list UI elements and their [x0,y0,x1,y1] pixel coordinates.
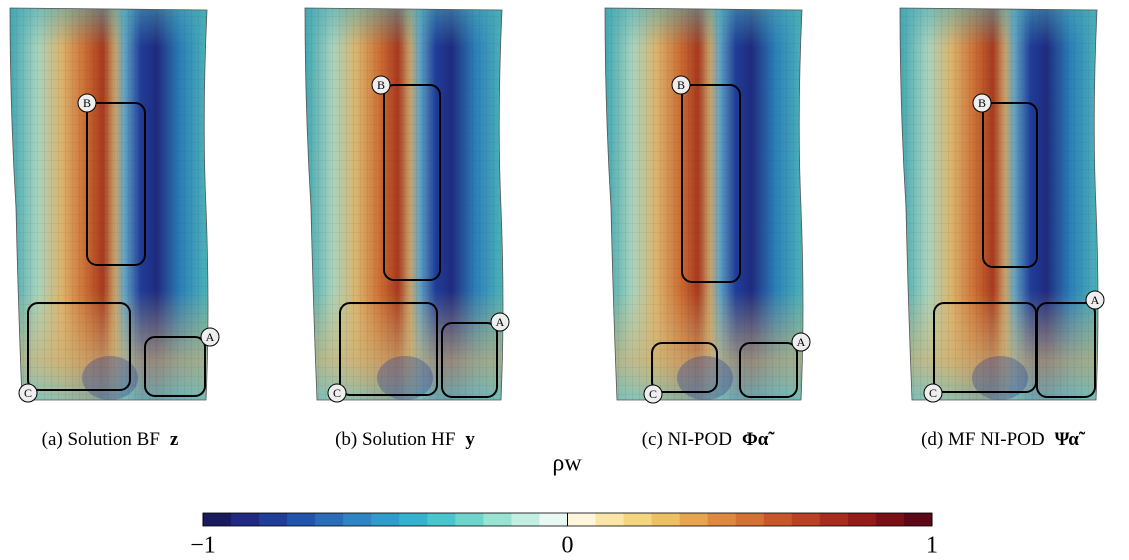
colorbar-segment [567,513,597,526]
panel: A B C (d) MF NI-POD Ψα̃ [900,8,1105,450]
caption: (d) MF NI-POD Ψα̃ [921,429,1086,450]
region-marker [1085,290,1105,310]
region-label: C [333,386,341,400]
colorbar-segment [707,513,737,526]
caption-text: (a) Solution BF [42,429,160,450]
colorbar-segment [343,513,372,526]
region-box [144,336,206,397]
caption-symbol: y [465,429,475,450]
region-label: C [929,386,937,400]
colorbar-segment [371,513,400,526]
region-box [383,84,441,281]
colorbar-label: ρw [552,451,582,477]
region-box [339,302,438,396]
region-marker [18,383,38,403]
region-marker [972,93,992,113]
region-box [933,302,1037,393]
colorbar-segment [455,513,484,526]
colorbar-segment [287,513,316,526]
field-plot [900,8,1098,400]
colorbar-segment [315,513,344,526]
region-label: A [496,315,505,329]
region-label: B [377,78,385,92]
panel: A B C (a) Solution BF z [10,8,220,450]
colorbar-segment [595,513,625,526]
region-label: C [24,386,32,400]
colorbar-tick-label: 0 [562,533,574,559]
colorbar-segment [903,513,933,526]
colorbar-tick-label: 1 [926,533,938,559]
colorbar-segment [623,513,653,526]
colorbar-segment [231,513,260,526]
region-label: A [1091,293,1100,307]
caption: (c) NI-POD Φα̃ [642,429,776,450]
field-plot [605,8,803,400]
caption: (a) Solution BF z [42,429,179,450]
colorbar-segment [399,513,428,526]
caption-text: (b) Solution HF [335,429,455,450]
region-marker [327,383,347,403]
colorbar-segment [651,513,681,526]
region-marker [200,327,220,347]
colorbar-segment [539,513,568,526]
colorbar-segment [763,513,793,526]
region-box [739,342,798,398]
colorbar-segment [483,513,512,526]
region-label: A [797,335,806,349]
region-marker [671,75,691,95]
caption-text: (d) MF NI-POD [921,429,1045,450]
region-marker [77,93,97,113]
colorbar-segment [259,513,288,526]
region-label: B [978,96,986,110]
region-label: B [677,78,685,92]
caption: (b) Solution HF y [335,429,475,450]
colorbar-segment [679,513,709,526]
region-label: A [206,330,215,344]
field-plot [305,8,503,400]
region-box [441,322,498,398]
colorbar-segment [203,513,232,526]
region-box [27,302,131,391]
region-label: B [83,96,91,110]
region-box [681,84,741,283]
region-box [86,102,146,266]
region-label: C [649,387,657,401]
panel: A B C (c) NI-POD Φα̃ [605,8,811,450]
panel: A B C (b) Solution HF y [305,8,510,450]
region-marker [371,75,391,95]
colorbar-segment [819,513,849,526]
region-box [982,102,1038,268]
region-marker [643,384,663,404]
colorbar-segment [427,513,456,526]
caption-text: (c) NI-POD [642,429,732,450]
caption-symbol: Φα̃ [742,429,775,450]
colorbar-segment [511,513,540,526]
colorbar-tick-label: −1 [190,533,216,559]
colorbar-segment [875,513,905,526]
region-marker [923,383,943,403]
region-marker [791,332,811,352]
caption-symbol: Ψα̃ [1055,429,1086,450]
field-plot [10,8,208,400]
colorbar-segment [791,513,821,526]
region-box [651,342,718,393]
colorbar-segment [847,513,877,526]
colorbar-segment [735,513,765,526]
caption-symbol: z [170,429,179,450]
region-marker [490,312,510,332]
